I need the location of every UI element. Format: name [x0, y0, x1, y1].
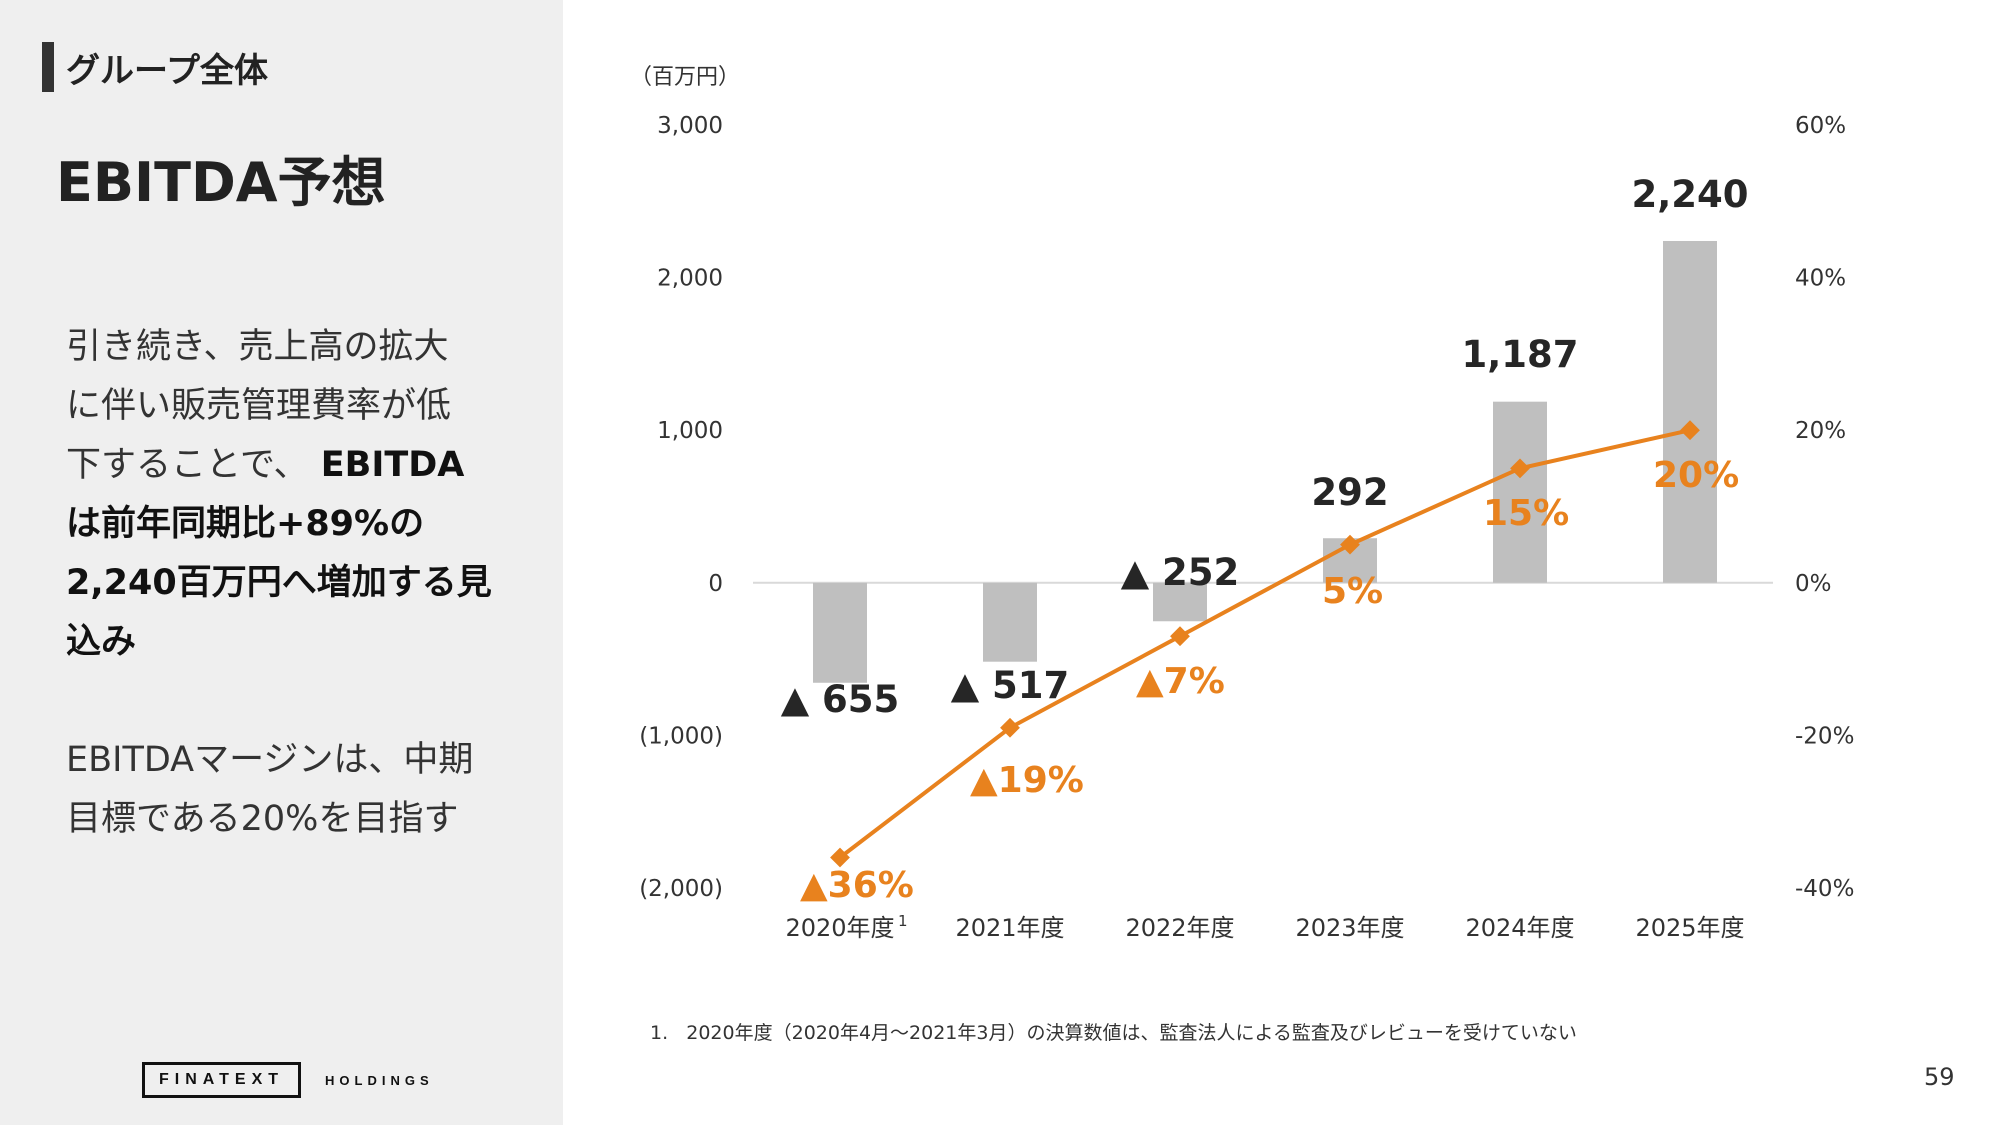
x-tick-label: 2023年度	[1295, 914, 1404, 942]
margin-line	[838, 428, 1691, 860]
margin-marker	[1510, 458, 1530, 479]
x-tick-superscript: 1	[898, 912, 908, 930]
bar-data-label: ▲ 252	[1121, 551, 1240, 594]
section-tag: グループ全体	[42, 42, 268, 92]
y-left-tick-label: (1,000)	[639, 723, 723, 749]
summary-line: 下することで、 EBITDA	[66, 445, 465, 485]
y-left-tick-label: 0	[708, 571, 723, 597]
y-left-tick-label: (2,000)	[639, 876, 723, 902]
margin-line: EBITDAマージンは、中期	[66, 740, 474, 780]
bar	[1153, 582, 1207, 622]
y-right-tick-label: 0%	[1795, 571, 1832, 597]
y-right-tick-label: 20%	[1795, 418, 1846, 444]
y-left-tick-label: 3,000	[657, 113, 723, 139]
margin-line: 目標である20%を目指す	[66, 799, 459, 839]
x-tick-label: 2021年度	[955, 914, 1064, 942]
x-tick-label: 2025年度	[1635, 914, 1744, 942]
y-right-tick-label: -20%	[1795, 723, 1854, 749]
page-number: 59	[1924, 1063, 1955, 1091]
margin-data-label: ▲19%	[970, 760, 1084, 801]
y-right-tick-label: 60%	[1795, 113, 1846, 139]
logo-holdings: HOLDINGS	[325, 1072, 434, 1088]
summary-text: 引き続き、売上高の拡大 に伴い販売管理費率が低 下することで、 EBITDA は…	[66, 318, 536, 849]
unit-label: （百万円）	[630, 65, 740, 90]
bar	[1493, 401, 1547, 583]
margin-data-label: 5%	[1322, 571, 1383, 612]
section-tag-bar	[42, 42, 54, 92]
logo-brand: FINATEXT	[142, 1062, 302, 1098]
bar-data-label: 1,187	[1461, 333, 1578, 376]
footnote: 1. 2020年度（2020年4月～2021年3月）の決算数値は、監査法人による…	[650, 1022, 1577, 1044]
margin-marker	[1170, 626, 1190, 647]
summary-line: に伴い販売管理費率が低	[66, 386, 452, 426]
bar-data-label: ▲ 655	[781, 678, 900, 721]
ebitda-chart: （百万円） 3,000 2,000 1,000 0 (1,000) (2,000) 60% 40…	[630, 65, 1854, 942]
bar-data-label: 292	[1311, 471, 1388, 514]
y-right-tick-label: 40%	[1795, 266, 1846, 292]
margin-data-label: 20%	[1653, 455, 1739, 496]
x-tick-label: 2020年度	[785, 914, 894, 942]
y-left-tick-label: 2,000	[657, 266, 723, 292]
page-title: EBITDA予想	[56, 151, 386, 214]
y-left-tick-label: 1,000	[657, 418, 723, 444]
x-tick-label: 2022年度	[1125, 914, 1234, 942]
summary-line: は前年同期比+89%の	[66, 504, 425, 544]
margin-data-label: 15%	[1483, 493, 1569, 534]
section-tag-label: グループ全体	[66, 50, 268, 91]
margin-marker	[1340, 534, 1360, 555]
y-right-tick-label: -40%	[1795, 876, 1854, 902]
summary-line: 引き続き、売上高の拡大	[66, 327, 449, 367]
bar-data-label: ▲ 517	[951, 664, 1070, 707]
bar	[1663, 240, 1717, 583]
margin-marker	[1680, 420, 1700, 441]
margin-data-label: ▲7%	[1136, 661, 1225, 702]
summary-line: 込み	[66, 622, 137, 662]
bar	[813, 582, 867, 683]
company-logo: FINATEXT HOLDINGS	[142, 1062, 434, 1098]
margin-data-label: ▲36%	[800, 865, 914, 906]
left-panel	[0, 0, 563, 1125]
bar-data-label: 2,240	[1631, 173, 1748, 216]
summary-line: 2,240百万円へ増加する見	[66, 563, 492, 603]
bar	[983, 582, 1037, 662]
x-tick-label: 2024年度	[1465, 914, 1574, 942]
